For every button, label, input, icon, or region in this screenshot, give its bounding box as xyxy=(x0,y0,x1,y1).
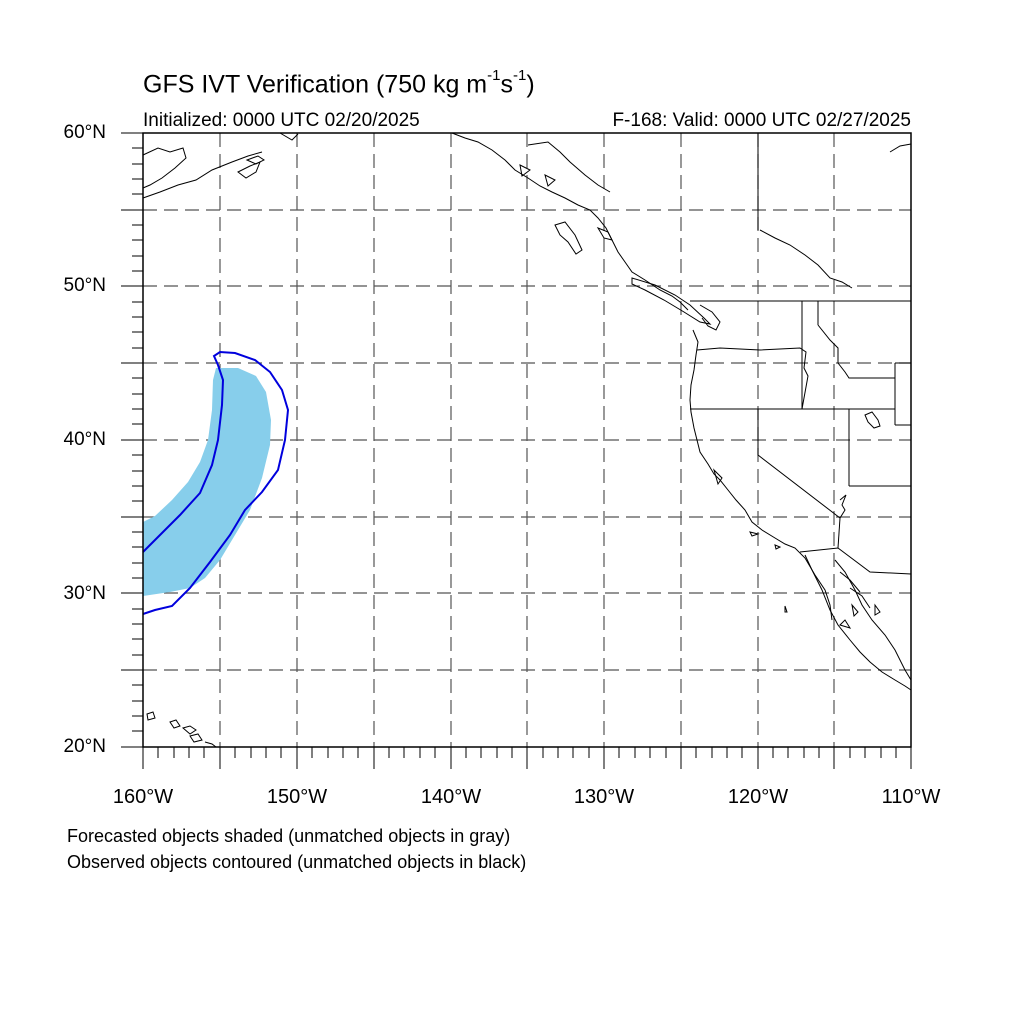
footnote-forecast: Forecasted objects shaded (unmatched obj… xyxy=(67,826,511,846)
observed-contour xyxy=(142,350,290,615)
lat-ticks xyxy=(121,132,143,748)
lon-ticks xyxy=(142,747,912,769)
lon-label-150w: 150°W xyxy=(266,786,328,808)
lat-label-60n: 60°N xyxy=(63,122,106,143)
lat-label-20n: 20°N xyxy=(63,736,106,757)
political-borders xyxy=(690,133,912,575)
valid-time: F-168: Valid: 0000 UTC 02/27/2025 xyxy=(612,110,911,131)
coastlines xyxy=(142,132,912,748)
lon-label-120w: 120°W xyxy=(727,786,789,808)
lon-label-140w: 140°W xyxy=(420,786,482,808)
map-title: GFS IVT Verification (750 kg m-1s-1) xyxy=(143,67,535,99)
initialized-time: Initialized: 0000 UTC 02/20/2025 xyxy=(143,110,420,131)
lat-label-50n: 50°N xyxy=(63,275,106,296)
lat-label-40n: 40°N xyxy=(63,429,106,450)
lon-label-130w: 130°W xyxy=(573,786,635,808)
footnote-observed: Observed objects contoured (unmatched ob… xyxy=(67,852,527,872)
forecast-object xyxy=(143,368,271,596)
lon-label-110w: 110°W xyxy=(881,786,941,808)
lon-label-160w: 160°W xyxy=(112,786,174,808)
lat-label-30n: 30°N xyxy=(63,583,106,604)
